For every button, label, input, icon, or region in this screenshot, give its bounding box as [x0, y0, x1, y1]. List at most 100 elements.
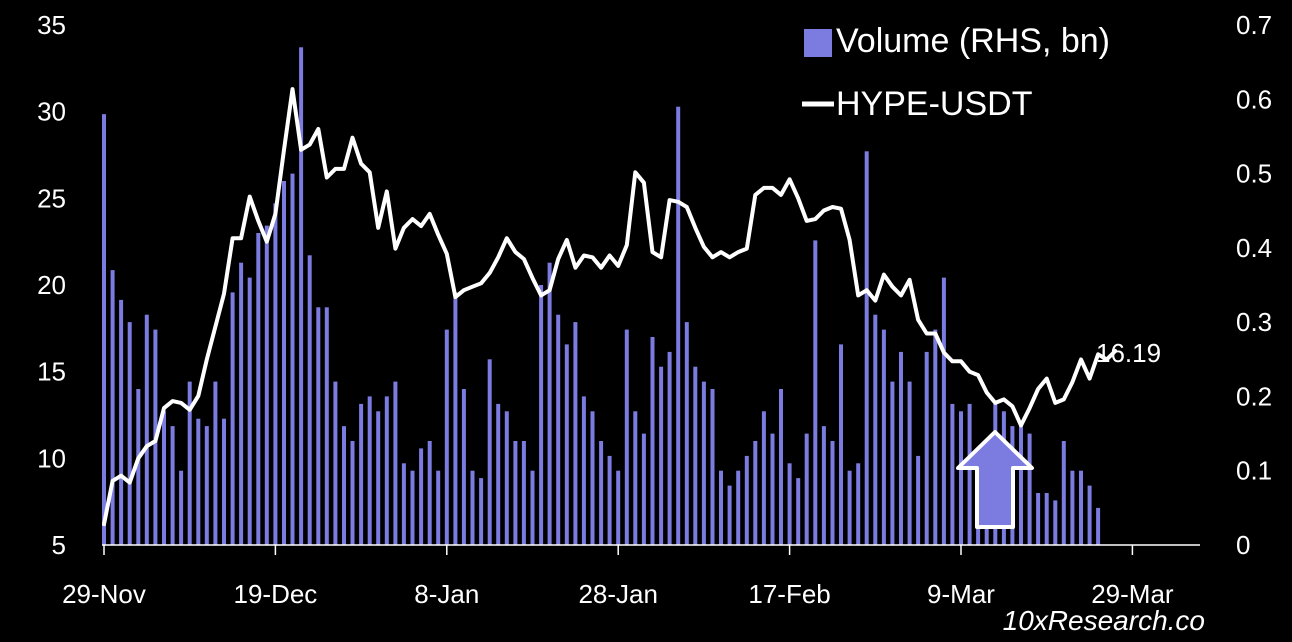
volume-bar — [273, 203, 278, 546]
volume-bar — [307, 255, 312, 546]
legend-volume-swatch — [804, 29, 832, 57]
hype-usdt-line — [102, 87, 1118, 527]
volume-bar — [393, 381, 398, 545]
left-y-tick-label: 35 — [37, 10, 66, 40]
volume-bar — [496, 403, 501, 545]
volume-bar — [179, 470, 184, 545]
volume-bar — [1036, 493, 1041, 545]
volume-bar — [367, 396, 372, 545]
volume-bar — [1053, 500, 1058, 545]
right-y-tick-labels: 0.7 0.6 0.5 0.4 0.3 0.2 0.1 0 — [1236, 10, 1272, 560]
right-y-tick-label: 0.7 — [1236, 10, 1272, 40]
volume-bar — [924, 351, 929, 545]
volume-bar — [864, 151, 869, 546]
volume-bar — [530, 470, 535, 545]
x-ticks — [103, 545, 1134, 555]
volume-bar — [401, 463, 406, 545]
volume-bar — [659, 366, 664, 545]
volume-bar — [316, 307, 321, 545]
volume-bar — [779, 389, 783, 545]
volume-bar — [839, 344, 843, 545]
volume-bar — [384, 396, 389, 545]
volume-bar — [144, 314, 149, 545]
volume-bar — [239, 262, 244, 545]
volume-bar — [127, 322, 132, 545]
volume-bar — [701, 381, 706, 545]
volume-bar — [539, 285, 544, 545]
volume-bar — [633, 411, 638, 545]
volume-bar — [547, 262, 552, 545]
left-y-tick-labels: 35 30 25 20 15 10 5 — [37, 10, 66, 560]
volume-bar — [856, 463, 861, 545]
volume-bar — [282, 181, 286, 545]
x-tick-label: 29-Mar — [1091, 579, 1174, 609]
volume-bar — [204, 426, 209, 545]
volume-bar — [624, 329, 629, 545]
volume-bar — [119, 299, 124, 545]
volume-bar — [479, 478, 484, 545]
volume-bar — [761, 411, 766, 545]
volume-bar — [564, 344, 569, 545]
volume-bar — [736, 470, 741, 545]
volume-bar — [607, 455, 612, 545]
volume-bar — [967, 403, 972, 545]
volume-bar — [916, 455, 921, 545]
volume-bar — [436, 470, 441, 545]
watermark: 10xResearch.co — [1003, 605, 1205, 636]
volume-bar — [1027, 433, 1032, 545]
volume-bar — [324, 307, 329, 545]
volume-bar — [136, 389, 141, 545]
volume-bar — [787, 463, 792, 545]
volume-bar — [753, 441, 758, 545]
volume-bar — [110, 270, 115, 545]
volume-bar — [196, 418, 201, 545]
left-y-tick-label: 10 — [37, 443, 66, 473]
x-tick-label: 29-Nov — [62, 579, 146, 609]
up-arrow-icon — [956, 430, 1034, 529]
x-tick-label: 19-Dec — [233, 579, 317, 609]
left-y-tick-label: 20 — [37, 270, 66, 300]
volume-bar — [264, 225, 269, 545]
volume-bar — [590, 411, 595, 545]
volume-bars — [102, 47, 1101, 546]
right-y-tick-label: 0.3 — [1236, 307, 1272, 337]
volume-bar — [1061, 441, 1066, 545]
volume-bar — [102, 114, 106, 545]
volume-bar — [1079, 470, 1083, 545]
left-y-tick-label: 30 — [37, 97, 66, 127]
volume-bar — [899, 351, 903, 545]
x-tick-labels: 29-Nov 19-Dec 8-Jan 28-Jan 17-Feb 9-Mar 29-Mar — [62, 579, 1174, 609]
volume-bar — [881, 329, 886, 545]
volume-bar — [933, 329, 938, 545]
volume-bar — [813, 240, 818, 545]
x-tick-label: 9-Mar — [927, 579, 995, 609]
volume-bar — [350, 441, 355, 545]
volume-bar — [419, 448, 424, 545]
volume-bar — [890, 381, 895, 545]
x-tick-label: 28-Jan — [578, 579, 658, 609]
volume-bar — [187, 381, 192, 545]
volume-bar — [641, 433, 646, 545]
volume-bar — [830, 441, 835, 545]
volume-bar — [376, 411, 381, 545]
volume-bar — [410, 470, 415, 545]
legend: Volume (RHS, bn) HYPE-USDT — [802, 22, 1110, 123]
volume-bar — [796, 478, 801, 545]
right-y-tick-label: 0.1 — [1236, 456, 1272, 486]
volume-bar — [513, 441, 518, 545]
volume-bar — [573, 322, 578, 545]
volume-bar — [727, 485, 732, 545]
right-y-tick-label: 0.5 — [1236, 159, 1272, 189]
volume-bar — [941, 277, 946, 545]
volume-bar — [684, 322, 689, 545]
legend-volume-label: Volume (RHS, bn) — [836, 22, 1110, 60]
volume-bar — [581, 396, 586, 545]
right-y-tick-label: 0.6 — [1236, 84, 1272, 114]
left-y-tick-label: 5 — [52, 530, 66, 560]
volume-bar — [693, 366, 698, 545]
volume-bar — [247, 277, 252, 545]
volume-bar — [1087, 485, 1092, 545]
right-y-tick-label: 0.2 — [1236, 381, 1272, 411]
volume-bar — [487, 359, 492, 545]
